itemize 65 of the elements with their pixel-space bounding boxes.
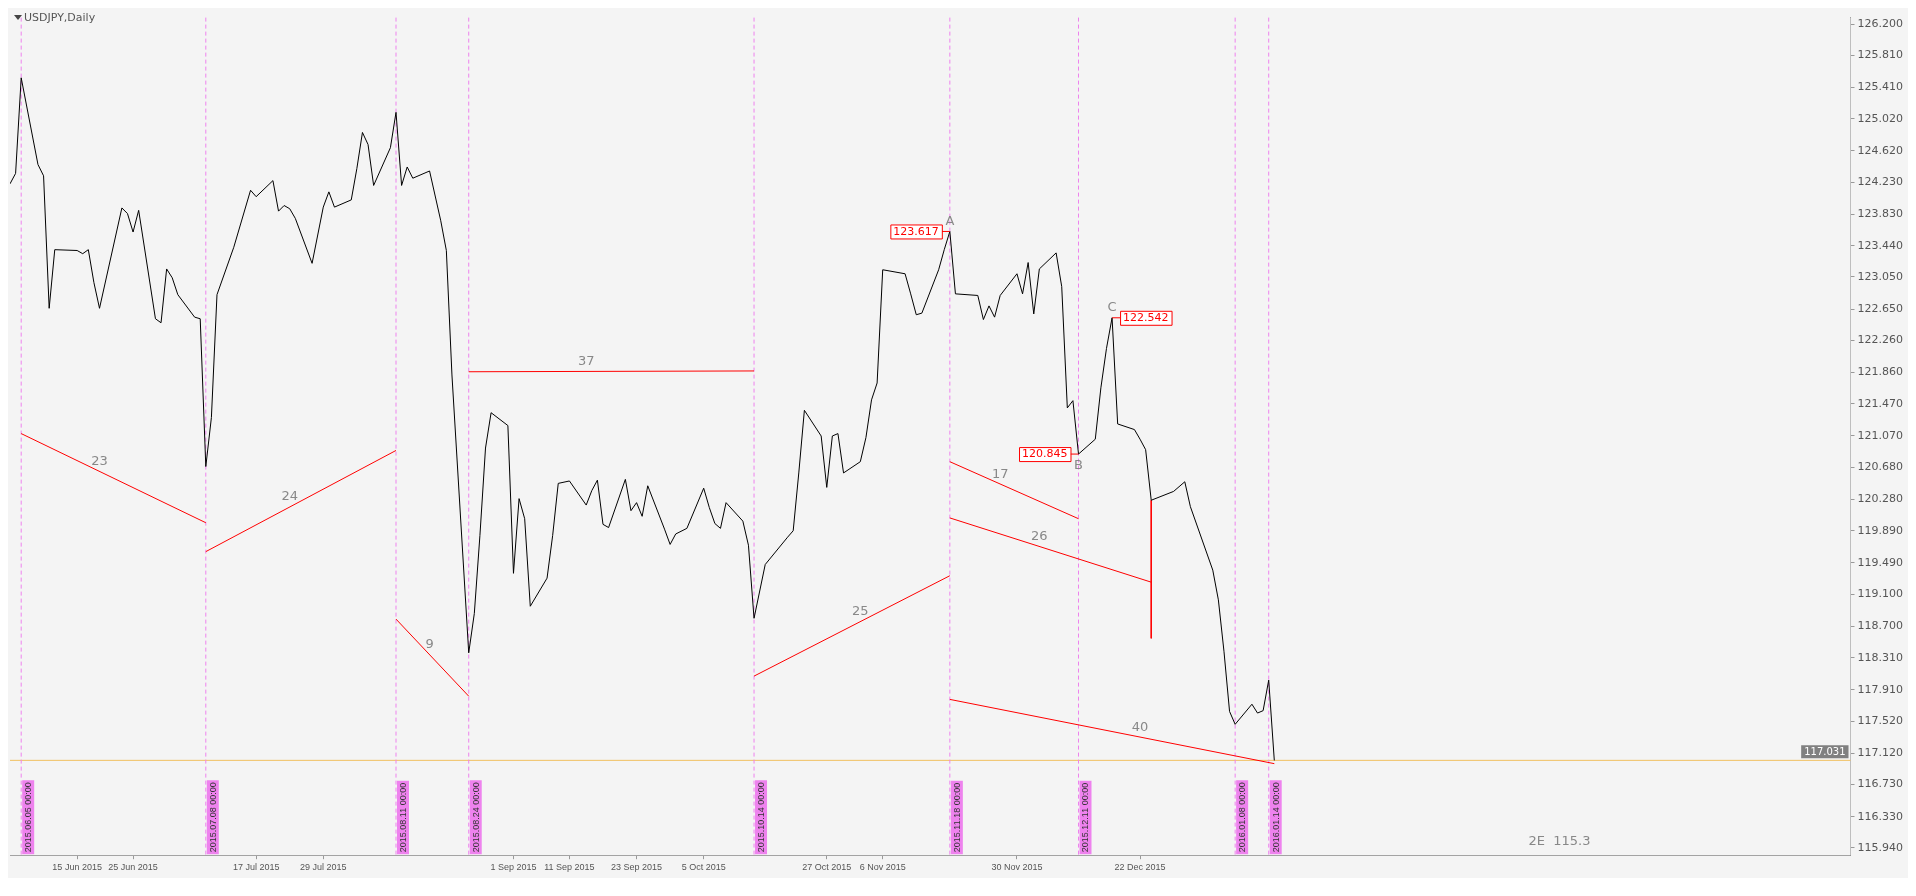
annotation: B (1074, 457, 1083, 473)
x-tick-label: 29 Jul 2015 (300, 862, 347, 873)
y-tick-label: 124.230 (1857, 175, 1904, 189)
annotation: C (1107, 299, 1117, 315)
ref-line-label: 2015.08.11 00:00 (397, 782, 408, 853)
ref-line-label: 2015.10.14 00:00 (756, 782, 767, 853)
ref-line-label: 2016.01.14 00:00 (1270, 782, 1281, 853)
ref-line-label: 2016.01.08 00:00 (1237, 782, 1248, 853)
data-label: 122.542 (1123, 311, 1169, 325)
data-label: 123.617 (893, 224, 939, 238)
y-tick-label: 123.440 (1857, 238, 1904, 252)
x-tick-label: 11 Sep 2015 (544, 862, 595, 873)
y-tick-label: 121.070 (1857, 428, 1904, 442)
y-tick-label: 117.120 (1857, 746, 1904, 760)
y-tick-label: 118.310 (1857, 650, 1904, 664)
ref-line-label: 2015.06.05 00:00 (23, 782, 34, 853)
annotation: 37 (577, 353, 595, 369)
x-tick-label: 5 Oct 2015 (681, 862, 726, 873)
y-tick-label: 119.890 (1857, 523, 1904, 537)
chart-title: USDJPY,Daily (24, 11, 96, 24)
annotation: 9 (425, 635, 434, 651)
ref-line-label: 2015.12.11 00:00 (1080, 782, 1091, 853)
y-tick-label: 125.410 (1857, 80, 1904, 94)
y-tick-label: 123.050 (1857, 269, 1904, 283)
y-tick-label: 120.680 (1857, 460, 1904, 474)
y-tick-label: 124.620 (1857, 143, 1904, 157)
y-tick-label: 120.280 (1857, 492, 1904, 506)
y-tick-label: 116.730 (1857, 777, 1904, 791)
annotation: 24 (281, 488, 298, 504)
annotation: 2E 115.3 (1528, 832, 1591, 848)
y-tick-label: 116.330 (1857, 809, 1904, 823)
y-tick-label: 115.940 (1857, 840, 1904, 854)
annotation: 25 (852, 602, 869, 618)
y-tick-label: 117.520 (1857, 713, 1904, 727)
x-tick-label: 23 Sep 2015 (611, 862, 663, 873)
ref-line-label: 2015.08.24 00:00 (470, 782, 481, 853)
x-tick-label: 25 Jun 2015 (108, 862, 158, 873)
y-tick-label: 126.200 (1857, 16, 1904, 30)
x-tick-label: 17 Jul 2015 (232, 862, 280, 873)
y-tick-label: 119.100 (1857, 587, 1904, 601)
x-tick-label: 30 Nov 2015 (991, 862, 1043, 873)
annotation: 40 (1131, 718, 1149, 734)
y-tick-label: 119.490 (1857, 555, 1904, 569)
ref-line-label: 2015.07.08 00:00 (207, 782, 218, 853)
y-tick-label: 122.650 (1857, 301, 1904, 315)
data-label: 120.845 (1022, 447, 1068, 461)
annotation: 23 (91, 452, 108, 468)
y-tick-label: 123.830 (1857, 207, 1904, 221)
annotation: 17 (991, 465, 1009, 481)
y-tick-label: 125.810 (1857, 48, 1904, 62)
x-tick-label: 6 Nov 2015 (859, 862, 906, 873)
ref-line-label: 2015.11.18 00:00 (951, 782, 962, 853)
x-tick-label: 22 Dec 2015 (1114, 862, 1166, 873)
x-tick-label: 27 Oct 2015 (802, 862, 852, 873)
annotation: 26 (1031, 528, 1048, 544)
y-tick-label: 125.020 (1857, 111, 1904, 125)
y-tick-label: 121.470 (1857, 396, 1904, 410)
y-tick-label: 117.910 (1857, 682, 1904, 696)
y-tick-label: 121.860 (1857, 365, 1904, 379)
y-tick-label: 122.260 (1857, 333, 1904, 347)
annotation: A (945, 212, 955, 228)
y-tick-label: 118.700 (1857, 619, 1904, 633)
x-tick-label: 15 Jun 2015 (52, 862, 102, 873)
x-tick-label: 1 Sep 2015 (490, 862, 537, 873)
ref-line-label: 117.031 (1804, 745, 1846, 757)
